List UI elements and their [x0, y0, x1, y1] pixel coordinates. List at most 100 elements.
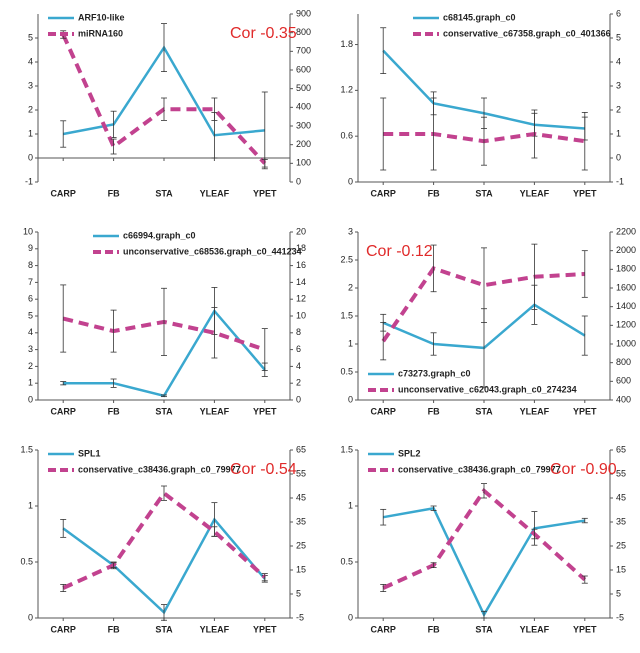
error-bar	[110, 562, 117, 568]
x-tick-label: STA	[155, 406, 173, 416]
y-tick-label: 1.5	[340, 310, 353, 320]
x-tick-label: FB	[108, 406, 120, 416]
y-tick-label: 0	[28, 152, 33, 162]
y2-tick-label: 12	[296, 294, 306, 304]
y2-tick-label: 600	[296, 64, 311, 74]
y-tick-label: 1.2	[340, 85, 353, 95]
y-tick-label: 0	[348, 394, 353, 404]
x-tick-label: YPET	[253, 624, 277, 634]
y2-tick-label: 1800	[616, 264, 636, 274]
error-bar	[261, 573, 268, 582]
y2-tick-label: 800	[296, 27, 311, 37]
error-bar	[161, 23, 167, 72]
y-tick-label: 0.5	[340, 366, 353, 376]
error-bar	[261, 328, 268, 372]
error-bar	[380, 97, 387, 171]
y-tick-label: 1	[28, 378, 33, 388]
legend-label: SPL1	[78, 448, 101, 458]
y2-tick-label: 6	[616, 8, 621, 18]
chart-panel: 0 0.5 1 1.5 -5 5 15 25 35 45 55 65 CARP FB STA YLEAF YPE…	[340, 444, 626, 634]
y2-tick-label: 600	[616, 376, 631, 386]
y-tick-label: 2.5	[340, 254, 353, 264]
y-tick-label: 2	[28, 104, 33, 114]
legend-label: miRNA160	[78, 28, 123, 38]
annotation: Cor -0.12	[366, 243, 433, 260]
error-bar	[481, 483, 487, 499]
y2-tick-label: 400	[616, 394, 631, 404]
y2-tick-label: 2000	[616, 245, 636, 255]
x-tick-label: YPET	[253, 188, 277, 198]
y-tick-label: 0.6	[340, 131, 353, 141]
error-bar	[261, 159, 268, 168]
error-bar	[110, 309, 117, 353]
error-bar	[481, 247, 487, 323]
error-bar	[581, 250, 588, 298]
x-tick-label: YPET	[573, 624, 597, 634]
error-bar	[481, 116, 487, 166]
error-bar	[60, 584, 67, 592]
y-tick-label: 0.5	[340, 556, 353, 566]
y-tick-label: 3	[28, 344, 33, 354]
error-bar	[380, 27, 387, 74]
x-tick-label: CARP	[370, 406, 396, 416]
y-tick-label: 1	[348, 338, 353, 348]
error-bar	[211, 97, 218, 121]
x-tick-label: YLEAF	[520, 406, 550, 416]
y2-tick-label: 25	[296, 540, 306, 550]
x-tick-label: YPET	[253, 406, 277, 416]
legend-label: conservative_c38436.graph_c0_79977	[398, 464, 561, 474]
y2-tick-label: 65	[616, 444, 626, 454]
error-bar	[581, 575, 588, 584]
y2-tick-label: 300	[296, 120, 311, 130]
legend-label: unconservative_c68536.graph_c0_441234	[123, 246, 302, 256]
legend-label: unconservative_c62043.graph_c0_274234	[398, 384, 577, 394]
y2-tick-label: 6	[296, 344, 301, 354]
x-tick-label: FB	[428, 406, 440, 416]
error-bar	[531, 243, 538, 310]
y2-tick-label: 45	[616, 492, 626, 502]
y-tick-label: 3	[28, 80, 33, 90]
y-tick-label: 1	[348, 500, 353, 510]
y-tick-label: 9	[28, 243, 33, 253]
y2-tick-label: 800	[616, 357, 631, 367]
x-tick-label: STA	[475, 624, 493, 634]
x-tick-label: YPET	[573, 188, 597, 198]
error-bar	[581, 517, 588, 524]
x-tick-label: STA	[475, 406, 493, 416]
x-tick-label: YPET	[573, 406, 597, 416]
y-tick-label: 8	[28, 260, 33, 270]
error-bar	[161, 287, 167, 356]
y2-tick-label: 55	[616, 468, 626, 478]
error-bar	[60, 284, 67, 353]
y2-tick-label: 500	[296, 83, 311, 93]
error-bar	[60, 519, 67, 538]
y2-tick-label: 700	[296, 46, 311, 56]
legend-label: conservative_c67358.graph_c0_401366	[443, 28, 611, 38]
y-tick-label: 6	[28, 294, 33, 304]
error-bar	[380, 322, 387, 361]
x-tick-label: STA	[155, 624, 173, 634]
y-tick-label: 1	[28, 128, 33, 138]
y2-tick-label: 1	[616, 128, 621, 138]
annotation: Cor -0.54	[230, 461, 297, 478]
y2-tick-label: 25	[616, 540, 626, 550]
x-tick-label: STA	[475, 188, 493, 198]
y2-tick-label: 4	[616, 56, 621, 66]
error-bar	[430, 562, 437, 568]
y2-tick-label: 5	[616, 32, 621, 42]
y-tick-label: 2	[28, 361, 33, 371]
y2-tick-label: 45	[296, 492, 306, 502]
series-line	[62, 490, 267, 590]
legend-label: c66994.graph_c0	[123, 230, 196, 240]
error-bar	[481, 610, 487, 619]
y2-tick-label: 0	[296, 176, 301, 186]
y2-tick-label: 18	[296, 243, 306, 253]
y2-tick-label: -1	[616, 176, 624, 186]
y2-tick-label: 1400	[616, 301, 636, 311]
y-tick-label: 5	[28, 32, 33, 42]
y-tick-label: 4	[28, 327, 33, 337]
error-bar	[581, 112, 588, 171]
y2-tick-label: 200	[296, 139, 311, 149]
error-bar	[161, 97, 167, 121]
